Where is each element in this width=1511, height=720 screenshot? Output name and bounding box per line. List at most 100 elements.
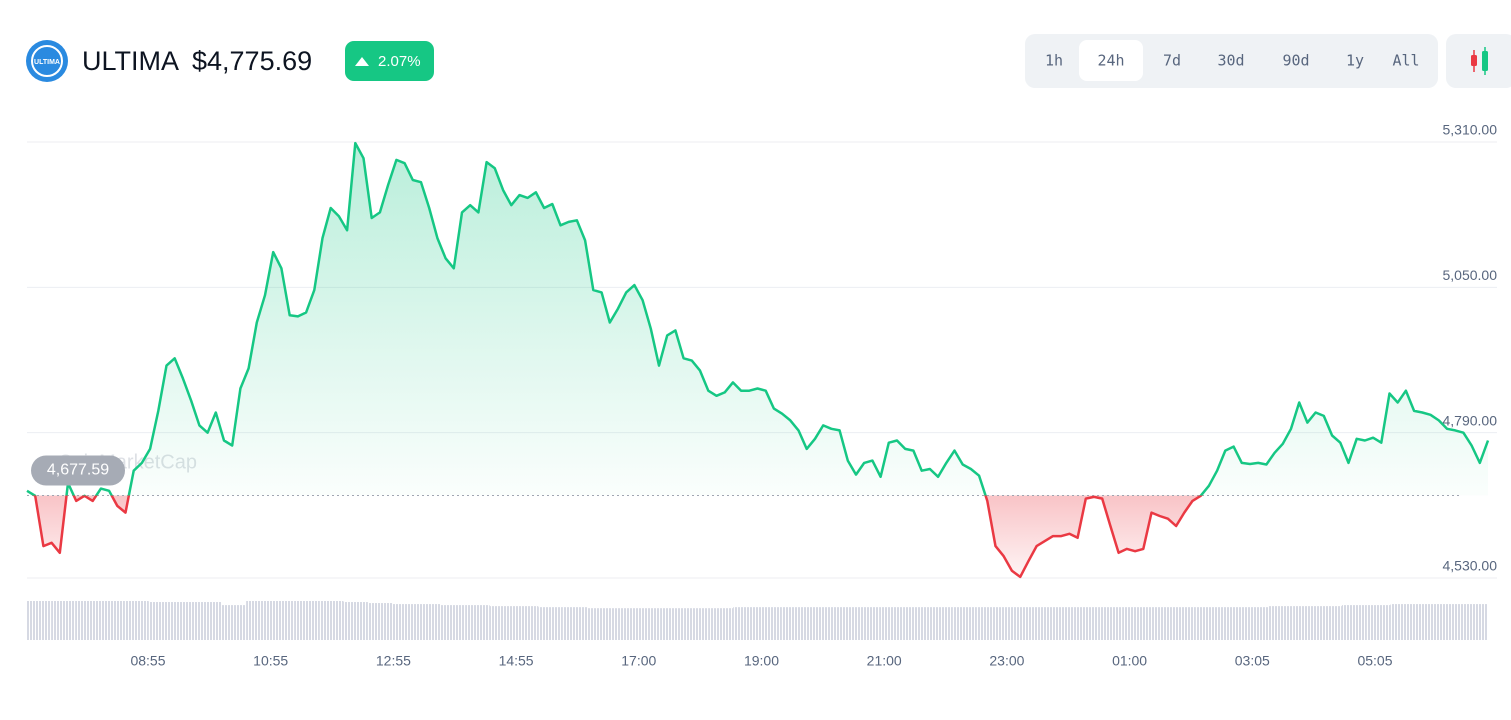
volume-bar — [51, 601, 76, 640]
volume-bar — [1317, 606, 1342, 640]
volume-bar — [100, 601, 125, 640]
volume-bar — [830, 607, 855, 640]
volume-bar — [221, 605, 247, 640]
volume-bar — [27, 601, 52, 640]
price: $4,775.69 — [192, 46, 312, 76]
up-arrow — [355, 57, 369, 66]
volume-bar — [367, 603, 393, 640]
change: 2.07% — [378, 53, 421, 70]
volume-bar — [1463, 604, 1488, 640]
volume-bar — [708, 608, 734, 640]
volume-bar — [197, 602, 222, 640]
logo-ring — [31, 45, 63, 77]
volume-bar — [1390, 604, 1415, 640]
volume-bar — [440, 605, 466, 640]
volume-bar — [562, 607, 588, 640]
volume-bar — [1147, 607, 1172, 640]
volume-bar — [246, 601, 271, 640]
range-label: 1h — [1045, 52, 1063, 70]
volume-bar — [148, 602, 174, 640]
plot: CoinMarketCap4,530.004,790.005,050.005,3… — [26, 122, 1498, 669]
volume-bar — [879, 607, 904, 640]
chart-type-button[interactable] — [1446, 34, 1511, 88]
volume-bar — [854, 607, 880, 640]
volume-bar — [660, 608, 685, 640]
candle-icon — [1482, 51, 1488, 71]
x-tick-label: 05:05 — [1357, 653, 1392, 669]
volume-bar — [538, 607, 563, 640]
volume-bar — [611, 608, 636, 640]
x-tick-label: 14:55 — [499, 653, 534, 669]
volume-bar — [733, 607, 758, 640]
area — [27, 143, 1488, 577]
volume-bar — [465, 605, 490, 640]
volume-bar — [1293, 606, 1318, 640]
volume-bar — [1341, 605, 1367, 640]
volume-bar — [1049, 607, 1075, 640]
range-label: 7d — [1163, 52, 1181, 70]
reference-badge — [31, 455, 125, 486]
y-tick-label: 5,310.00 — [1443, 122, 1498, 138]
candle-icon — [1471, 55, 1477, 66]
volume-bar — [1098, 607, 1123, 640]
volume-bar — [927, 607, 953, 640]
volume-bar — [1195, 607, 1221, 640]
volume-bar — [903, 607, 928, 640]
price-line — [26, 141, 1490, 579]
volume-bar — [1268, 606, 1294, 640]
volume-bar — [1025, 607, 1050, 640]
range-label: 1y — [1346, 52, 1364, 70]
coin-name: ULTIMA — [82, 46, 179, 76]
y-tick-label: 4,530.00 — [1443, 558, 1498, 574]
x-tick-label: 23:00 — [989, 653, 1024, 669]
volume-bar — [489, 606, 514, 640]
x-tick-label: 03:05 — [1235, 653, 1270, 669]
reference-label: 4,677.59 — [47, 462, 109, 479]
y-tick-label: 4,790.00 — [1443, 412, 1498, 428]
y-tick-label: 5,050.00 — [1443, 267, 1498, 283]
change-badge — [345, 41, 434, 81]
volume-bar — [635, 608, 661, 640]
range-label: 30d — [1217, 52, 1244, 70]
logo-text: ULTIMA — [34, 59, 60, 66]
volume-bar — [1001, 607, 1026, 640]
volume-bar — [684, 608, 709, 640]
volume-bar — [806, 607, 831, 640]
range-selected — [1079, 40, 1143, 81]
volume-bar — [1074, 607, 1099, 640]
volume-bar — [781, 607, 807, 640]
volume-bar — [587, 608, 612, 640]
range-label: 90d — [1282, 52, 1309, 70]
volume-bar — [1366, 605, 1391, 640]
volume-bar — [1244, 607, 1269, 640]
volume-bar — [757, 607, 782, 640]
volume-bar — [294, 601, 320, 640]
volume-bar — [952, 607, 977, 640]
volume-bar — [976, 607, 1001, 640]
volume-bar — [173, 602, 198, 640]
header: ULTIMA ULTIMA $4,775.69 2.07% — [26, 40, 434, 82]
volume-bar — [514, 606, 539, 640]
volume-bar — [1171, 607, 1196, 640]
volume-bar — [343, 602, 368, 640]
x-tick-label: 12:55 — [376, 653, 411, 669]
volume-bar — [1122, 607, 1148, 640]
x-tick-label: 08:55 — [130, 653, 165, 669]
volume-bar — [416, 604, 441, 640]
range-controls: 1h 24h 7d 30d 90d 1y All — [1025, 34, 1511, 88]
volume-bar — [1414, 604, 1440, 640]
x-tick-label: 17:00 — [621, 653, 656, 669]
volume-bar — [270, 601, 295, 640]
x-tick-label: 01:00 — [1112, 653, 1147, 669]
volume-bar — [124, 601, 149, 640]
x-tick-label: 19:00 — [744, 653, 779, 669]
range-label: All — [1392, 52, 1419, 70]
volume-bar — [392, 604, 417, 640]
volume-bar — [1220, 607, 1245, 640]
x-tick-label: 10:55 — [253, 653, 288, 669]
x-tick-label: 21:00 — [867, 653, 902, 669]
range-label: 24h — [1097, 52, 1124, 70]
volume-bar — [75, 601, 101, 640]
volume-bar — [319, 601, 344, 640]
